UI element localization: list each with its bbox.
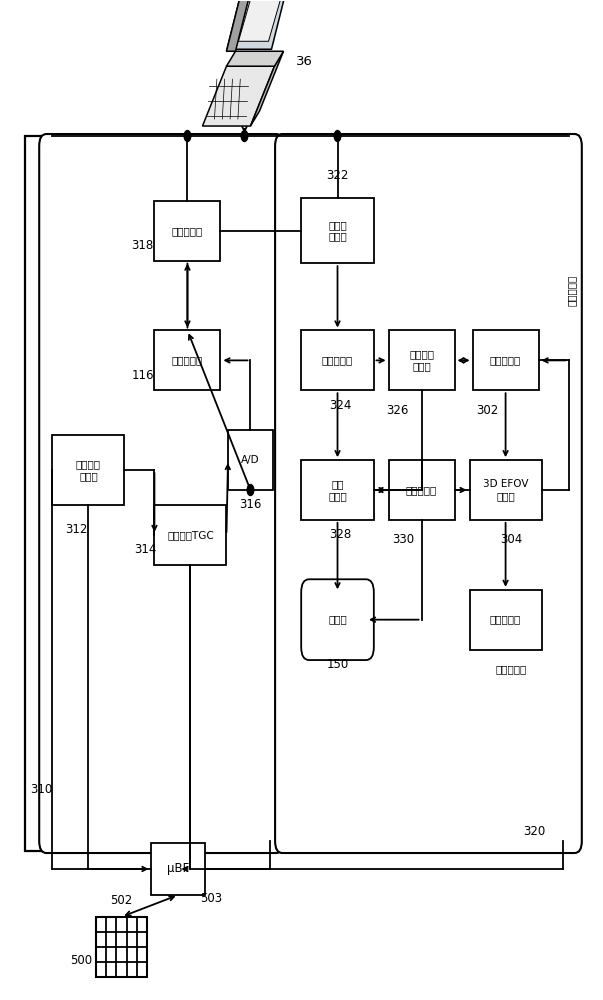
Text: 图像存储器: 图像存储器 (490, 615, 521, 625)
Text: 36: 36 (295, 55, 312, 68)
Text: 图像存储器: 图像存储器 (496, 665, 527, 675)
Bar (25, 136, 578, 851)
Text: 3D EFOV
子系统: 3D EFOV 子系统 (483, 479, 528, 501)
Bar (388, 460, 455, 520)
Text: 330: 330 (393, 533, 415, 546)
Bar (154, 505, 227, 565)
Text: 503: 503 (200, 892, 223, 905)
Bar (154, 201, 221, 261)
Text: 328: 328 (329, 528, 352, 541)
Circle shape (247, 485, 254, 496)
Bar (302, 460, 373, 520)
Bar (302, 330, 373, 390)
Text: 326: 326 (387, 404, 409, 417)
Text: 波束形成
控制器: 波束形成 控制器 (76, 459, 101, 481)
Text: μBF: μBF (167, 862, 189, 875)
Bar (52, 435, 124, 505)
Text: 312: 312 (65, 523, 87, 536)
Text: 116: 116 (131, 369, 154, 382)
Text: 502: 502 (110, 894, 133, 907)
Text: 314: 314 (134, 543, 157, 556)
FancyBboxPatch shape (302, 579, 374, 660)
FancyBboxPatch shape (39, 134, 283, 853)
Text: 320: 320 (523, 825, 546, 838)
Polygon shape (227, 51, 283, 66)
Text: 运动估计器: 运动估计器 (490, 355, 521, 365)
Text: 304: 304 (500, 533, 523, 546)
FancyBboxPatch shape (275, 134, 582, 853)
Text: 图像处理器: 图像处理器 (172, 226, 203, 236)
Text: 显示器: 显示器 (328, 615, 347, 625)
Text: 图形发生器: 图形发生器 (406, 485, 437, 495)
Circle shape (184, 131, 191, 141)
Polygon shape (227, 0, 250, 51)
Bar (388, 330, 455, 390)
Text: 预放大，TGC: 预放大，TGC (167, 530, 214, 540)
Text: 图形发生器: 图形发生器 (567, 274, 576, 306)
Bar (151, 843, 206, 895)
Text: 150: 150 (326, 658, 349, 671)
Text: 图像
存储器: 图像 存储器 (328, 479, 347, 501)
Text: 500: 500 (71, 954, 92, 967)
Polygon shape (238, 0, 281, 41)
Text: 图像线
处理器: 图像线 处理器 (328, 220, 347, 242)
Text: 310: 310 (30, 783, 52, 796)
Polygon shape (203, 66, 274, 126)
Text: 316: 316 (239, 498, 262, 511)
Circle shape (334, 131, 341, 141)
Bar (302, 198, 373, 263)
Bar (228, 430, 273, 490)
Text: 318: 318 (131, 239, 154, 252)
Polygon shape (236, 0, 286, 49)
Text: 波束形成器: 波束形成器 (172, 355, 203, 365)
Bar (96, 917, 147, 977)
Text: 扫描转换器: 扫描转换器 (322, 355, 353, 365)
Bar (470, 590, 541, 650)
Text: 324: 324 (329, 399, 352, 412)
Text: 电影回放
存储器: 电影回放 存储器 (409, 350, 434, 371)
Polygon shape (250, 51, 283, 126)
Circle shape (241, 131, 248, 141)
Bar (154, 330, 221, 390)
Text: 322: 322 (326, 169, 349, 182)
Polygon shape (227, 0, 250, 51)
Text: 302: 302 (476, 404, 499, 417)
Text: A/D: A/D (241, 455, 260, 465)
Bar (473, 330, 538, 390)
Bar (470, 460, 541, 520)
